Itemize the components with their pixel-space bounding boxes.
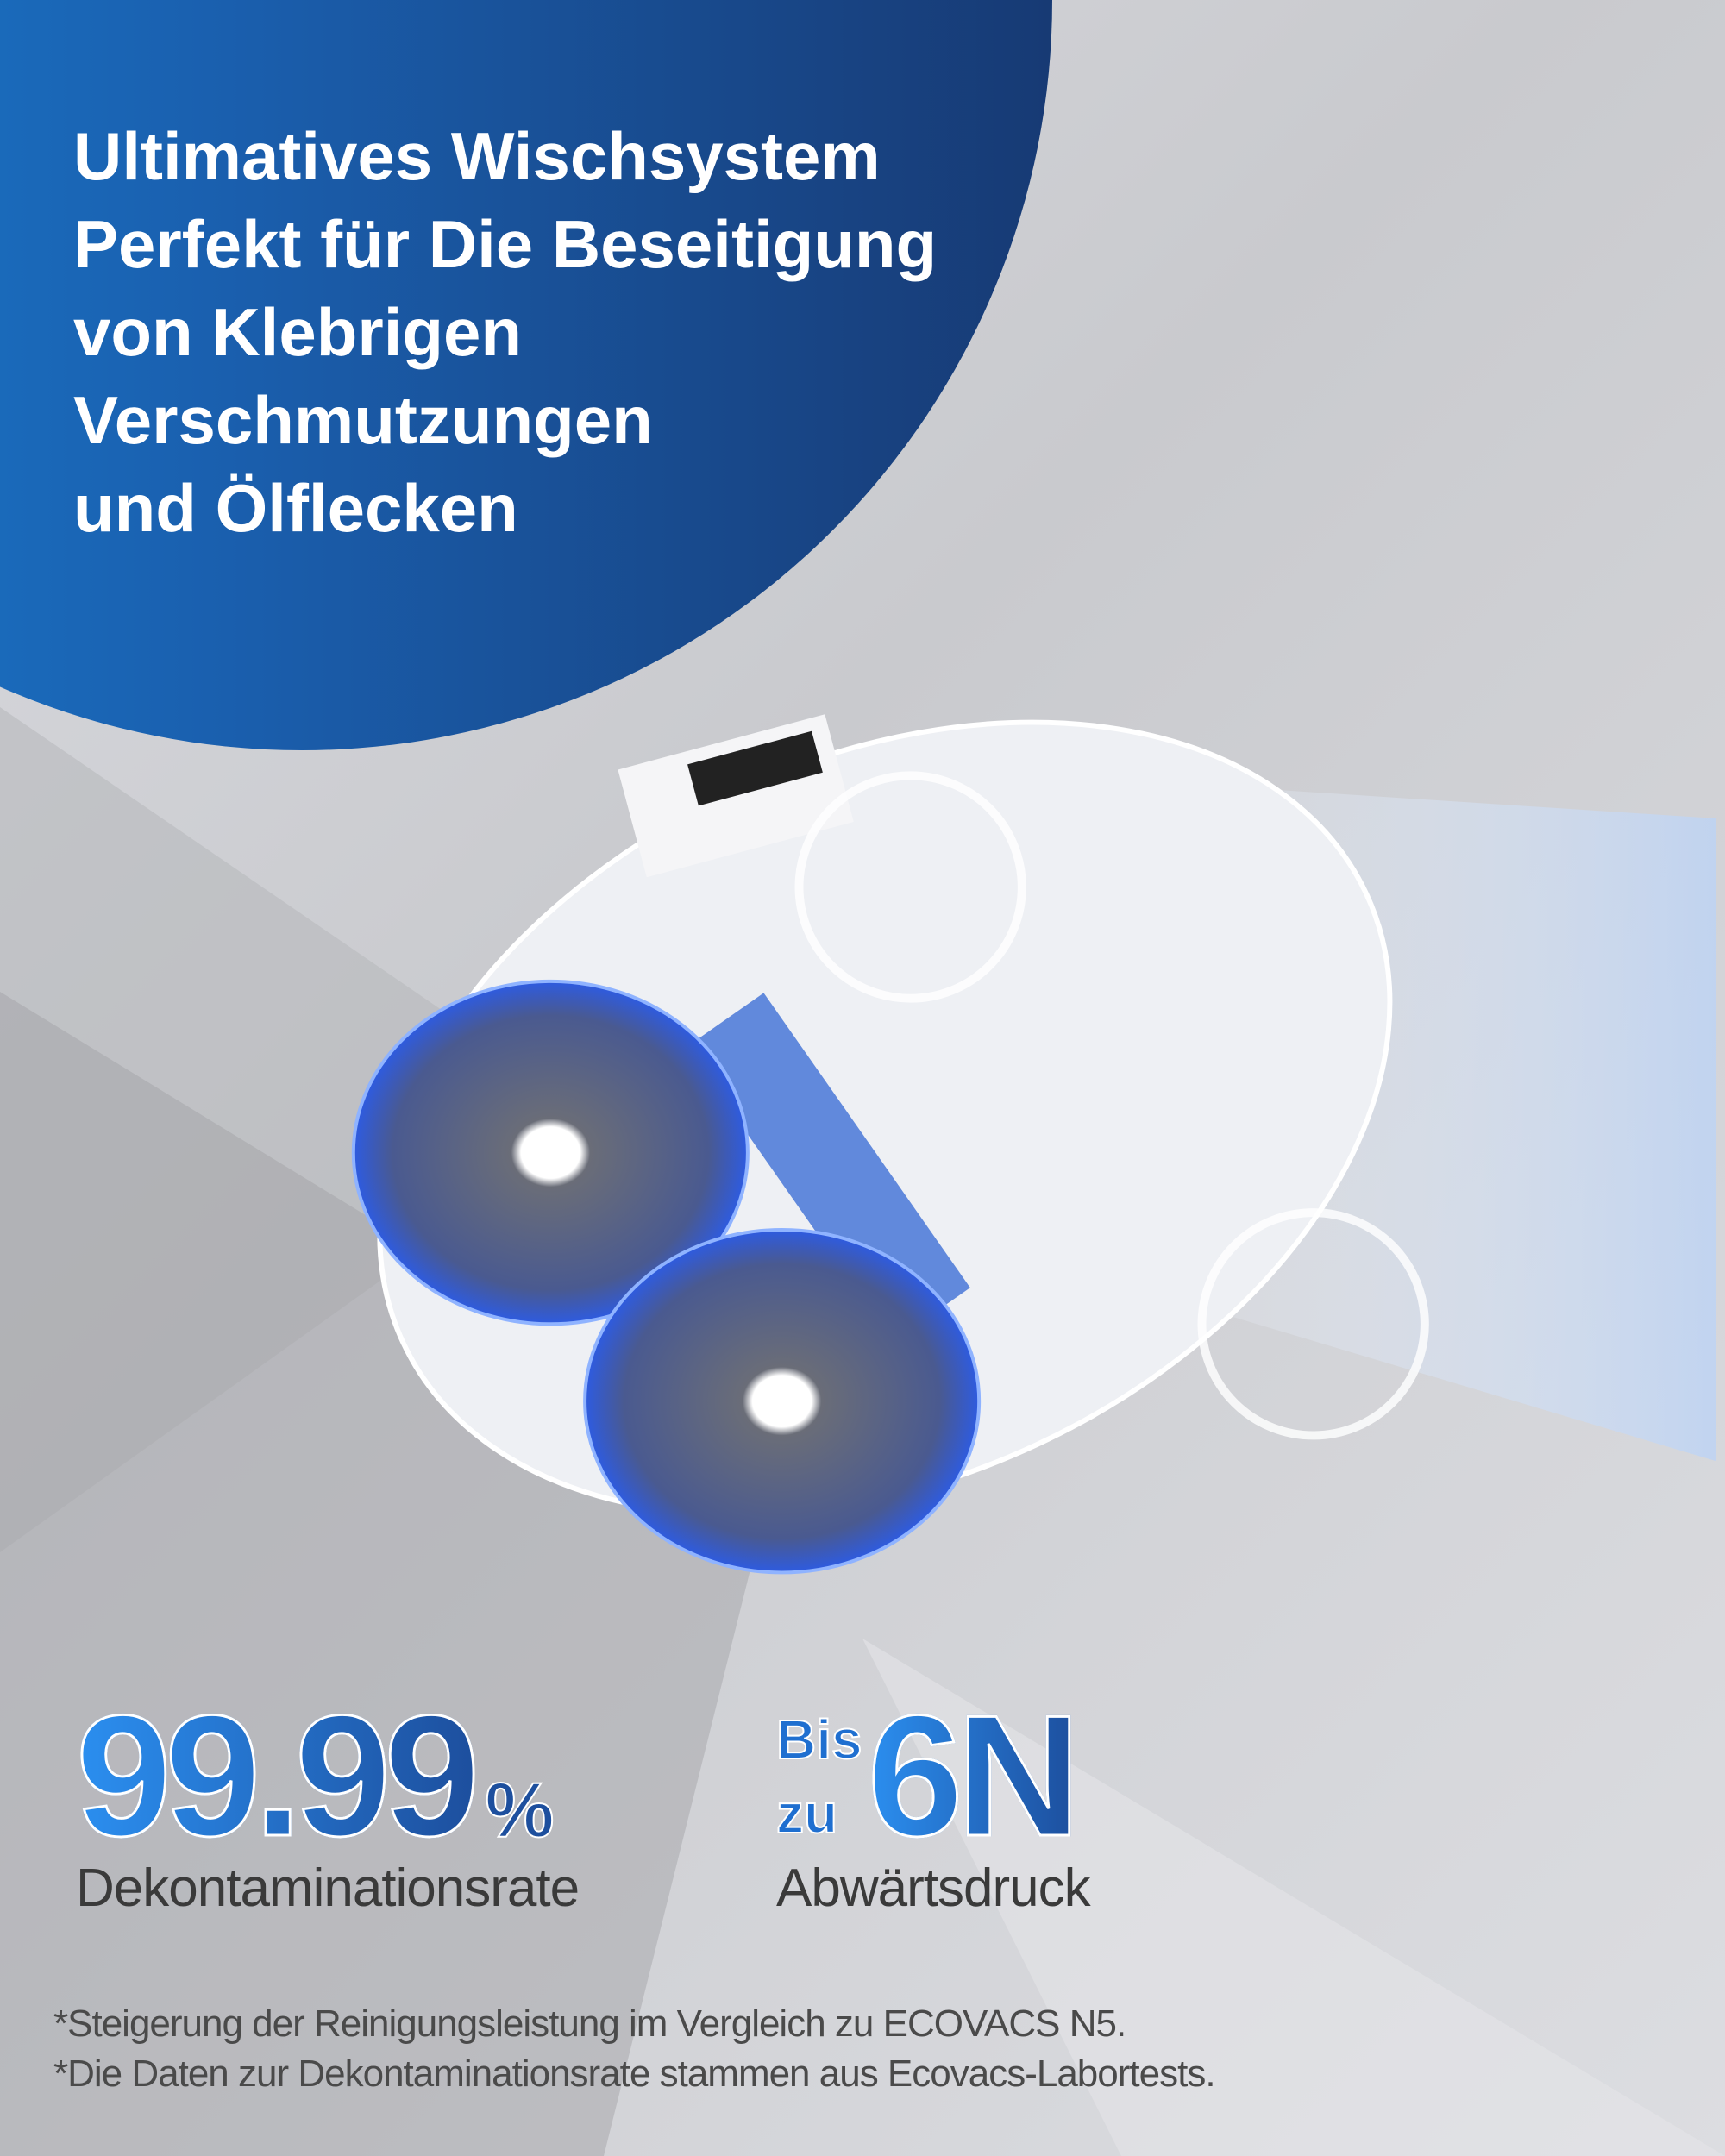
- headline-line: und Ölflecken: [73, 470, 518, 546]
- robot-vacuum-illustration: [351, 714, 1716, 1575]
- stat-label: Dekontaminationsrate: [76, 1858, 580, 1918]
- footnote: *Die Daten zur Dekontaminationsrate stam…: [53, 2053, 1216, 2095]
- headline-line: Verschmutzungen: [73, 382, 653, 458]
- stat-label: Abwärtsdruck: [776, 1858, 1091, 1918]
- stat-prefix-top: Bis: [775, 1708, 863, 1771]
- hero-blue-circle: [0, 0, 1052, 750]
- stat-decontamination: 99.99 % Dekontaminationsrate: [75, 1680, 580, 1919]
- headline-line: von Klebrigen: [73, 294, 523, 370]
- stat-value: 6N: [866, 1680, 1082, 1872]
- headline-line: Perfekt für Die Beseitigung: [73, 206, 938, 282]
- footnotes: *Steigerung der Reinigungsleistung im Ve…: [53, 1999, 1216, 2099]
- stat-value: 99.99: [75, 1680, 481, 1872]
- headline-line: Ultimatives Wischsystem: [73, 118, 881, 194]
- headline: Ultimatives Wischsystem Perfekt für Die …: [73, 112, 937, 552]
- stat-prefix-bottom: zu: [775, 1783, 838, 1845]
- stat-unit: %: [484, 1767, 555, 1855]
- footnote: *Steigerung der Reinigungsleistung im Ve…: [53, 2002, 1126, 2045]
- stat-downforce: Bis zu 6N Abwärtsdruck: [775, 1680, 1091, 1919]
